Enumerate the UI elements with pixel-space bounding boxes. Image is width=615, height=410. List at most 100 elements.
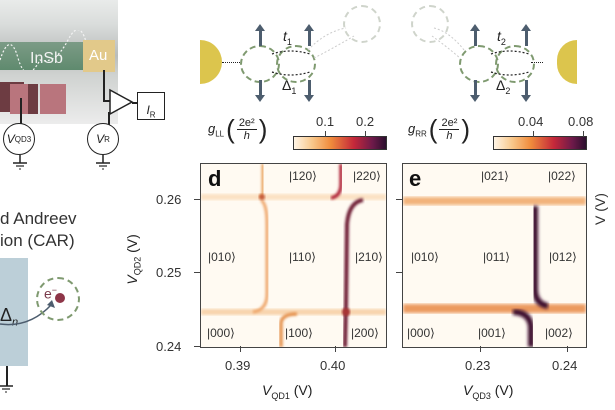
- heatmap-panel-d: d |120⟩ |220⟩ |010⟩ |110⟩ |210⟩ |000⟩ |1…: [200, 163, 387, 348]
- faded-coupling-lines: [307, 27, 355, 59]
- x-tick: [480, 346, 481, 352]
- wire-line: [20, 98, 22, 124]
- y-tick: [396, 199, 402, 200]
- gate-electrode: [28, 84, 38, 114]
- colorbar-tick-label: 0.04: [518, 114, 544, 129]
- colorbar-right: [493, 136, 587, 150]
- colorbar-left-label: gLL ( 2e² h ): [208, 114, 267, 145]
- device-photo: InSb Au: [0, 0, 118, 124]
- colorbar-units: 2e² h: [236, 117, 257, 142]
- x-tick: [567, 346, 568, 352]
- colorbar-tick: [325, 131, 326, 137]
- spin-down-arrow-icon: [470, 80, 480, 102]
- y-tick: [194, 346, 200, 347]
- ground-icon: [13, 155, 27, 170]
- wire-label: InSb: [30, 50, 63, 67]
- state-label: |010⟩: [411, 250, 439, 264]
- superconducting-lead: [557, 40, 577, 84]
- gold-contact: [83, 40, 115, 72]
- quantum-dot-3: [495, 45, 535, 83]
- spin-up-arrow-icon: [255, 24, 265, 46]
- coupling-line: [222, 62, 240, 63]
- state-label: |010⟩: [208, 250, 236, 264]
- colorbar-left: [293, 136, 387, 150]
- paren-open: (: [428, 114, 438, 144]
- spin-down-arrow-icon: [304, 80, 314, 102]
- paren-close: ): [258, 114, 268, 144]
- car-title-line: ion (CAR): [0, 231, 75, 250]
- y-tick-label: 0.24: [156, 339, 182, 354]
- state-label: |000⟩: [407, 326, 435, 340]
- colorbar-tick: [583, 131, 584, 137]
- quantum-dot-2: [276, 45, 316, 83]
- colorbar-tick: [533, 131, 534, 137]
- colorbar-tick: [365, 131, 366, 137]
- y-tick-label: 0.25: [156, 265, 182, 280]
- coupling-t2-label: t2: [497, 28, 506, 47]
- state-label: |001⟩: [478, 326, 506, 340]
- x-tick-label: 0.24: [552, 358, 578, 373]
- state-label: |000⟩: [207, 326, 235, 340]
- superconductor-block: [0, 258, 28, 366]
- coupling-delta2-label: Δ2: [496, 77, 511, 96]
- right-y-axis-label-cropped: V (V): [592, 193, 608, 225]
- car-title: d Andreev ion (CAR): [0, 208, 77, 252]
- car-title-line: d Andreev: [0, 209, 77, 228]
- colorbar-units: 2e² h: [439, 117, 460, 142]
- contact-label: Au: [89, 47, 108, 64]
- coupling-arcs: [490, 50, 530, 76]
- colorbar-tick-label: 0.2: [356, 114, 375, 129]
- coupling-delta1-label: Δ1: [282, 77, 297, 96]
- colorbar-right-label: gRR ( 2e² h ): [408, 114, 470, 145]
- quantum-dot: [36, 277, 80, 321]
- faded-coupling-lines: [431, 27, 465, 59]
- state-label: |120⟩: [289, 169, 317, 183]
- state-label: |022⟩: [548, 169, 576, 183]
- electron-dot: [55, 293, 65, 303]
- colorbar-tick-label: 0.08: [568, 114, 594, 129]
- state-label: |012⟩: [549, 250, 577, 264]
- current-meter: IR: [137, 92, 165, 120]
- colorbar-symbol: gLL: [208, 120, 225, 139]
- state-label: |210⟩: [355, 250, 383, 264]
- superconducting-lead: [200, 40, 222, 84]
- wire-line: [6, 366, 8, 386]
- wire-line: [132, 102, 138, 104]
- spin-down-arrow-icon: [521, 80, 531, 102]
- state-label: |021⟩: [481, 169, 509, 183]
- gate-electrode: [40, 84, 66, 114]
- heatmap-d-resonances: [201, 164, 386, 347]
- wire-line: [108, 112, 110, 126]
- voltage-source-qd3: V QD3: [3, 123, 35, 155]
- state-label: |200⟩: [351, 326, 379, 340]
- wire-line: [103, 70, 105, 100]
- y-tick-label: 0.26: [156, 192, 182, 207]
- x-axis-label: VQD1 (V): [262, 382, 313, 401]
- spin-up-arrow-icon: [470, 24, 480, 46]
- colorbar-tick-label: 0.1: [316, 114, 335, 129]
- state-label: |220⟩: [353, 169, 381, 183]
- heatmap-panel-e: e |021⟩ |022⟩ |010⟩ |011⟩ |012⟩ |000⟩ |0…: [402, 163, 587, 348]
- colorbar-symbol: gRR: [408, 120, 427, 139]
- y-axis-label: VQD2 (V): [123, 234, 143, 285]
- panel-letter: e: [409, 166, 422, 191]
- heatmap-e-resonances: [403, 164, 586, 347]
- state-label: |002⟩: [545, 326, 573, 340]
- state-label: |110⟩: [289, 250, 316, 264]
- quantum-dot-3-faded: [343, 5, 381, 43]
- x-tick-label: 0.39: [225, 358, 251, 373]
- delta-label: Δn: [0, 305, 19, 329]
- electron-label: e−: [44, 285, 58, 302]
- y-tick: [194, 199, 200, 200]
- amplifier-icon: [109, 88, 134, 116]
- spin-up-arrow-icon: [521, 24, 531, 46]
- meter-label: IR: [146, 102, 156, 119]
- ground-icon: [96, 155, 110, 170]
- x-tick-label: 0.23: [465, 358, 491, 373]
- wavefunction-curve: [0, 30, 89, 70]
- quantum-dot-1-faded: [411, 5, 449, 43]
- x-tick-label: 0.40: [320, 358, 346, 373]
- coupling-line: [531, 62, 543, 63]
- x-tick: [335, 346, 336, 352]
